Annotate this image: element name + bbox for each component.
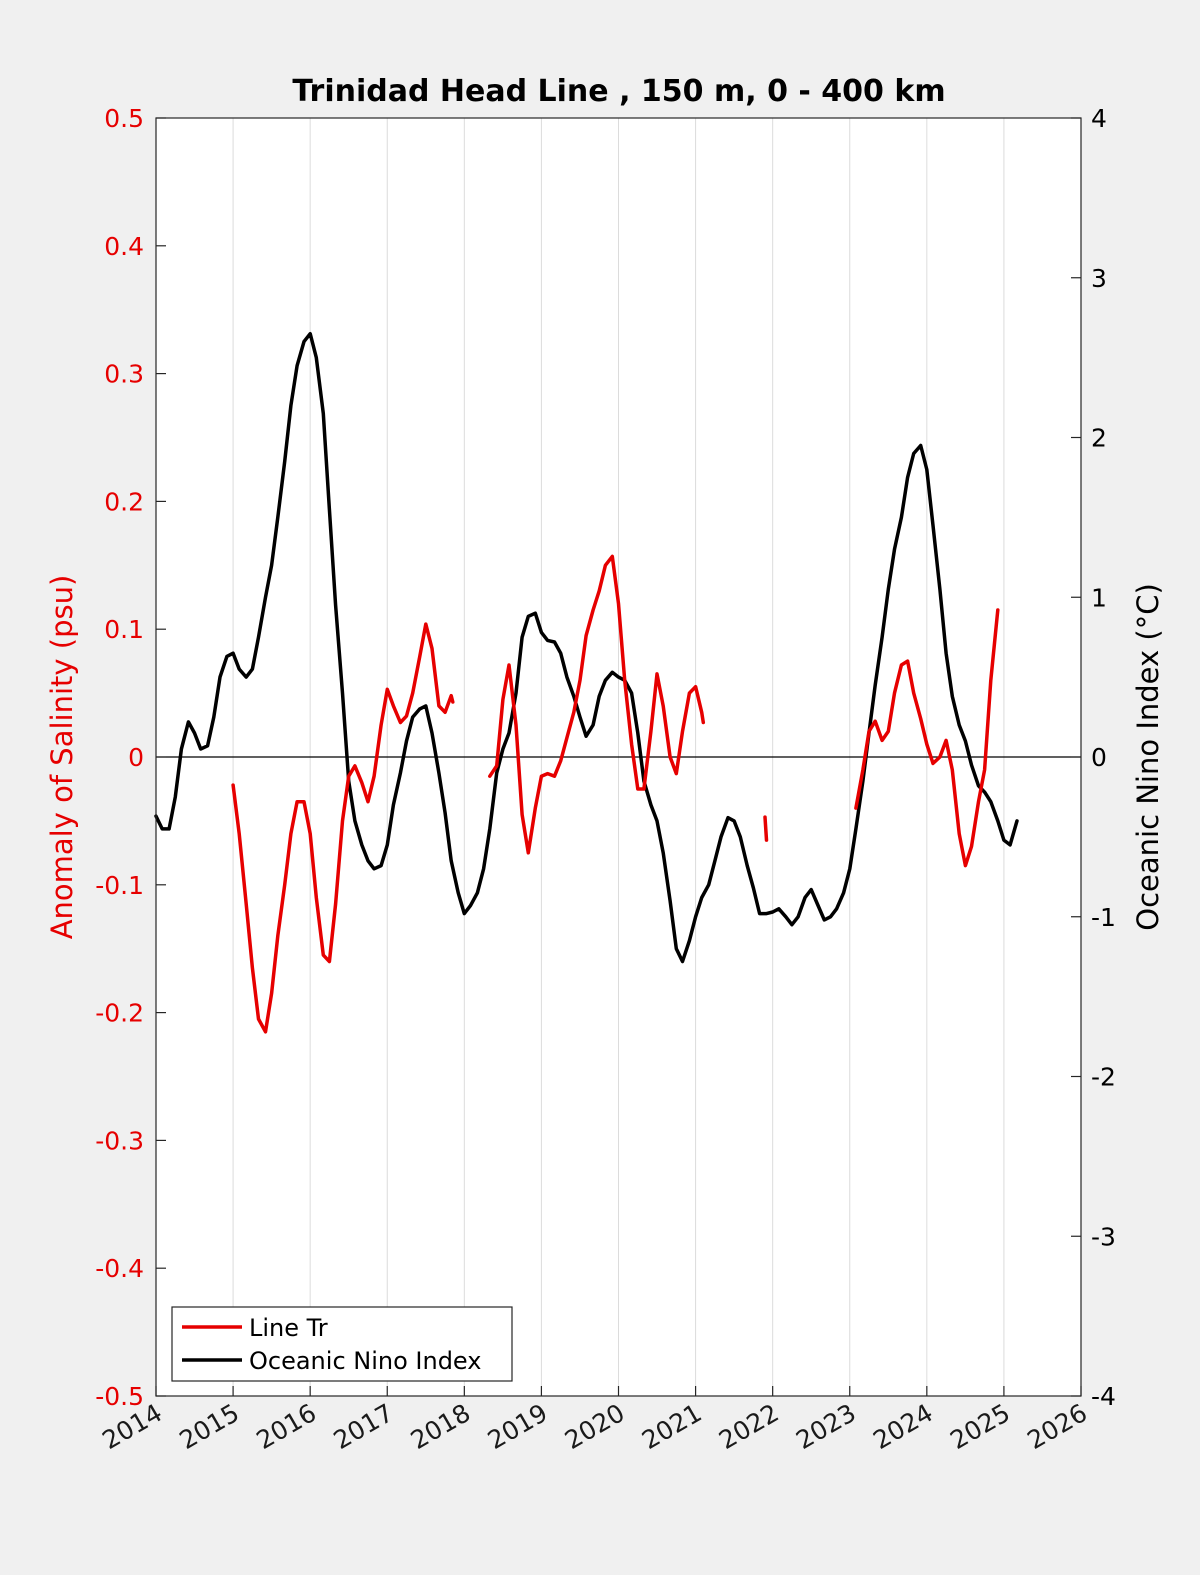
right-tick-label: -4 — [1091, 1382, 1116, 1411]
y-axis-right-label: Oceanic Nino Index (°C) — [1131, 583, 1165, 931]
left-tick-label: 0 — [128, 743, 144, 772]
right-tick-label: -3 — [1091, 1222, 1116, 1251]
chart-title: Trinidad Head Line , 150 m, 0 - 400 km — [292, 74, 945, 109]
left-tick-label: 0.1 — [104, 615, 144, 644]
series-line-tr-segment-3 — [854, 608, 1000, 868]
right-tick-label: 4 — [1091, 104, 1107, 133]
legend-label-line-tr: Line Tr — [249, 1314, 328, 1342]
legend-label-oni: Oceanic Nino Index — [249, 1347, 481, 1375]
left-tick-label: -0.5 — [95, 1382, 144, 1411]
left-tick-label: 0.2 — [104, 487, 144, 516]
left-tick-label: -0.1 — [95, 871, 144, 900]
right-tick-label: 2 — [1091, 424, 1107, 453]
series-line-tr-segment-1 — [488, 554, 706, 855]
left-axis: 0.5 0.4 0.3 0.2 0.1 0 -0.1 -0.2 -0.3 -0.4 -0.5 — [95, 104, 166, 1411]
left-tick-label: 0.4 — [104, 232, 144, 261]
series-line-tr-segment-2 — [763, 815, 769, 842]
left-tick-label: -0.2 — [95, 999, 144, 1028]
left-tick-label: 0.3 — [104, 360, 144, 389]
right-axis: 4 3 2 1 0 -1 -2 -3 -4 — [1071, 104, 1116, 1411]
left-tick-label: -0.3 — [95, 1126, 144, 1155]
series-layer — [154, 331, 1019, 1034]
left-tick-label: 0.5 — [104, 104, 144, 133]
right-tick-label: 3 — [1091, 264, 1107, 293]
series-line-tr-segment-0 — [231, 622, 455, 1034]
y-axis-left-label: Anomaly of Salinity (psu) — [45, 575, 79, 940]
right-tick-label: -1 — [1091, 903, 1116, 932]
right-tick-label: -2 — [1091, 1063, 1116, 1092]
legend: Line Tr Oceanic Nino Index — [171, 1306, 513, 1382]
legend-box — [171, 1306, 513, 1382]
left-tick-label: -0.4 — [95, 1254, 144, 1283]
right-tick-label: 0 — [1091, 743, 1107, 772]
series-oni-segment-0 — [154, 331, 1019, 964]
right-tick-label: 1 — [1091, 583, 1107, 612]
